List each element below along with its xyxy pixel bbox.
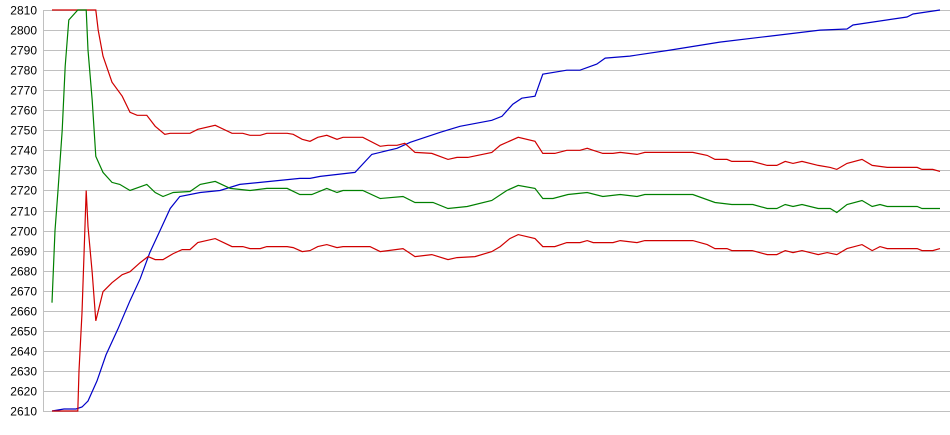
y-tick-label: 2640 [10, 345, 37, 359]
y-tick-label: 2620 [10, 385, 37, 399]
series-line-2 [51, 9, 940, 303]
gridlines [43, 10, 950, 412]
y-tick-label: 2790 [10, 44, 37, 58]
series-line-3 [52, 190, 941, 412]
y-tick-label: 2800 [10, 24, 37, 38]
y-tick-label: 2650 [10, 325, 37, 339]
y-tick-label: 2810 [10, 4, 37, 18]
y-tick-label: 2760 [10, 104, 37, 118]
y-tick-label: 2750 [10, 124, 37, 138]
y-tick-label: 2770 [10, 84, 37, 98]
y-tick-label: 2680 [10, 265, 37, 279]
y-tick-label: 2710 [10, 205, 37, 219]
y-tick-label: 2740 [10, 144, 37, 158]
y-tick-label: 2690 [10, 245, 37, 259]
y-tick-label: 2730 [10, 164, 37, 178]
y-tick-label: 2660 [10, 305, 37, 319]
series-line-0 [51, 9, 941, 412]
y-tick-label: 2720 [10, 184, 37, 198]
series-lines [51, 9, 941, 412]
y-axis: 2810 2800 2790 2780 2770 2760 2750 2740 2730 2720… [10, 4, 37, 419]
series-line-1 [52, 9, 941, 172]
y-tick-label: 2610 [10, 405, 37, 419]
y-tick-label: 2780 [10, 64, 37, 78]
y-tick-label: 2700 [10, 225, 37, 239]
y-tick-label: 2630 [10, 365, 37, 379]
y-tick-label: 2670 [10, 285, 37, 299]
